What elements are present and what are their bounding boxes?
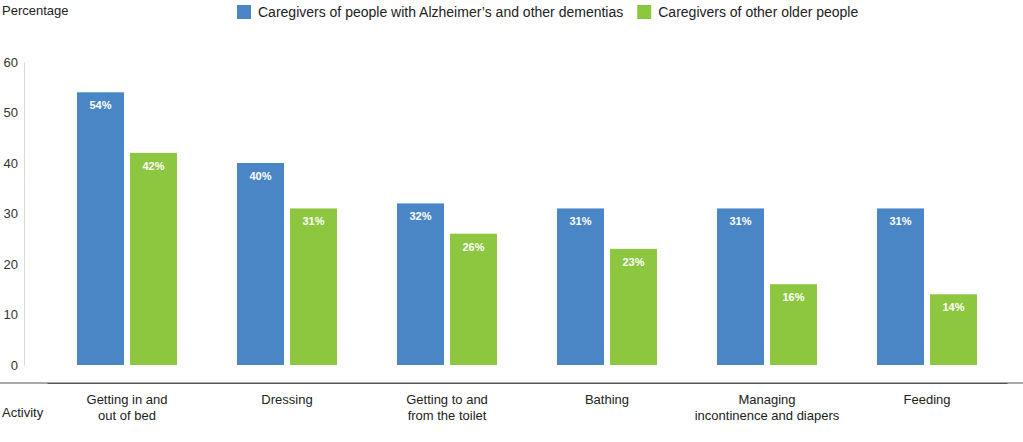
y-tick-label: 60 <box>4 55 18 70</box>
data-label: 54% <box>89 99 111 111</box>
x-tick-label: Getting in andout of bed <box>87 392 168 423</box>
data-labels: 54% 40% 32% 31% 31% 31% 42% 31% 26% 23% 16% 14% <box>89 99 964 313</box>
x-axis-title: Activity <box>2 405 44 420</box>
x-tick-label: Feeding <box>904 392 951 407</box>
data-label: 16% <box>782 291 804 303</box>
x-tick-label-line: Managing <box>738 392 795 407</box>
x-tick: Managingincontinence and diapers <box>695 383 840 423</box>
y-tick: 40 <box>4 156 24 171</box>
bars <box>77 92 977 365</box>
bar <box>77 92 124 365</box>
x-tick-label-line: Bathing <box>585 392 629 407</box>
legend: Caregivers of people with Alzheimer’s an… <box>237 4 858 20</box>
x-tick-label-line: Dressing <box>261 392 312 407</box>
y-tick-label: 0 <box>11 358 18 373</box>
data-label: 14% <box>942 301 964 313</box>
x-tick: Getting to andfrom the toilet <box>406 383 488 423</box>
x-tick-label-line: incontinence and diapers <box>695 408 840 423</box>
y-tick: 20 <box>4 257 24 272</box>
data-label: 31% <box>569 215 591 227</box>
y-tick-label: 10 <box>4 307 18 322</box>
legend-label: Caregivers of other older people <box>658 4 858 20</box>
x-tick: Getting in andout of bed <box>87 383 168 423</box>
x-tick: Bathing <box>585 383 629 407</box>
legend-label: Caregivers of people with Alzheimer’s an… <box>258 4 623 20</box>
bar <box>450 234 497 365</box>
bar <box>397 203 444 365</box>
bar <box>717 208 764 365</box>
x-tick-label: Managingincontinence and diapers <box>695 392 840 423</box>
y-tick-label: 40 <box>4 156 18 171</box>
bar <box>290 208 337 365</box>
bar <box>770 284 817 365</box>
y-axis: 0 10 20 30 40 50 60 <box>4 55 25 373</box>
data-label: 23% <box>622 256 644 268</box>
data-label: 31% <box>302 215 324 227</box>
x-tick-label: Bathing <box>585 392 629 407</box>
y-tick-label: 20 <box>4 257 18 272</box>
x-tick-label-line: Feeding <box>904 392 951 407</box>
bar <box>610 249 657 365</box>
x-axis-line <box>48 383 1008 384</box>
y-axis-title: Percentage <box>2 3 69 18</box>
bar <box>237 163 284 365</box>
data-label: 40% <box>249 170 271 182</box>
data-label: 31% <box>729 215 751 227</box>
x-tick: Dressing <box>261 383 312 407</box>
y-tick: 60 <box>4 55 24 70</box>
data-label: 26% <box>462 241 484 253</box>
x-axis: Getting in andout of bed Dressing Getting … <box>48 383 1008 423</box>
legend-item: Caregivers of people with Alzheimer’s an… <box>237 4 623 20</box>
x-tick: Feeding <box>904 383 951 407</box>
bar <box>557 208 604 365</box>
baseline-rule <box>0 383 1023 384</box>
y-tick: 50 <box>4 105 24 120</box>
data-label: 42% <box>142 160 164 172</box>
bar <box>877 208 924 365</box>
y-axis-line <box>24 63 25 366</box>
legend-swatch <box>637 5 651 19</box>
data-label: 31% <box>889 215 911 227</box>
x-tick-label-line: from the toilet <box>408 408 487 423</box>
x-tick-label: Getting to andfrom the toilet <box>406 392 488 423</box>
legend-swatch <box>237 5 251 19</box>
x-tick-label-line: Getting to and <box>406 392 488 407</box>
bar <box>130 153 177 365</box>
y-tick: 30 <box>4 206 24 221</box>
x-tick-label-line: out of bed <box>98 408 156 423</box>
legend-item: Caregivers of other older people <box>637 4 858 20</box>
y-tick-label: 50 <box>4 105 18 120</box>
y-tick-label: 30 <box>4 206 18 221</box>
y-tick: 10 <box>4 307 24 322</box>
y-tick: 0 <box>11 358 24 373</box>
bar <box>930 294 977 365</box>
data-label: 32% <box>409 210 431 222</box>
chart: 0 10 20 30 40 50 60 Getting in andout of bed Dre… <box>0 0 1023 442</box>
x-tick-label-line: Getting in and <box>87 392 168 407</box>
x-tick-label: Dressing <box>261 392 312 407</box>
